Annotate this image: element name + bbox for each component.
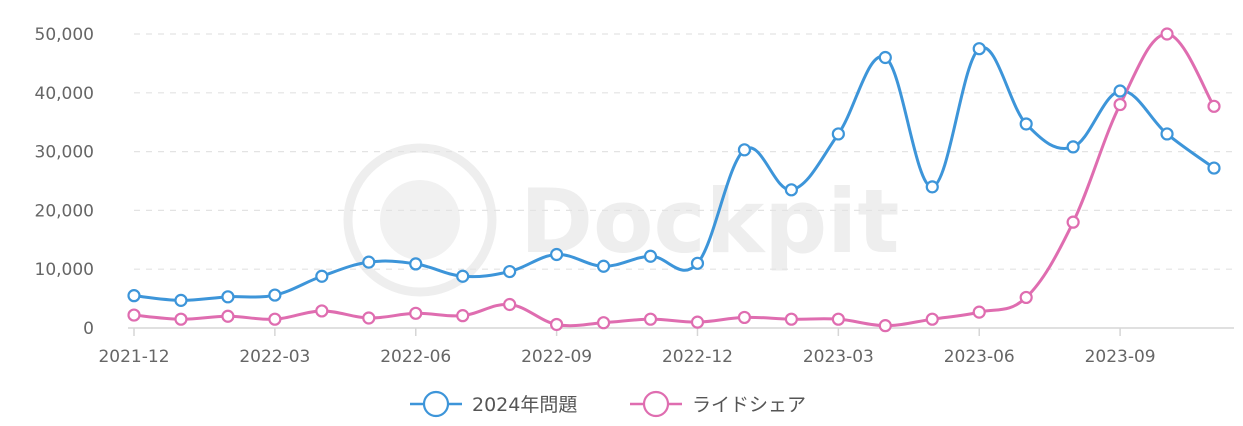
data-point[interactable] bbox=[1113, 84, 1127, 98]
x-tick-label: 2023-03 bbox=[803, 347, 874, 367]
data-point[interactable] bbox=[1066, 140, 1080, 154]
legend-label-2[interactable]: ライドシェア bbox=[692, 394, 806, 416]
data-point[interactable] bbox=[643, 249, 658, 263]
data-point[interactable] bbox=[127, 308, 141, 322]
data-point[interactable] bbox=[831, 312, 845, 326]
data-point[interactable] bbox=[1066, 215, 1080, 229]
y-tick-label: 30,000 bbox=[35, 143, 94, 163]
watermark-logo-core bbox=[380, 180, 460, 260]
y-tick-label: 40,000 bbox=[35, 84, 94, 104]
data-point[interactable] bbox=[737, 310, 752, 325]
data-point[interactable] bbox=[503, 264, 517, 279]
y-tick-label: 0 bbox=[83, 319, 94, 339]
data-point[interactable] bbox=[925, 180, 939, 194]
watermark: Dockpit bbox=[343, 143, 899, 297]
data-point[interactable] bbox=[1207, 99, 1221, 113]
x-tick-label: 2022-06 bbox=[380, 347, 451, 367]
data-point[interactable] bbox=[268, 312, 282, 326]
data-point[interactable] bbox=[315, 304, 329, 318]
data-point[interactable] bbox=[690, 315, 705, 329]
data-point[interactable] bbox=[362, 311, 376, 325]
data-point[interactable] bbox=[362, 255, 376, 269]
grid bbox=[134, 33, 1234, 270]
data-point[interactable] bbox=[127, 289, 141, 303]
data-point[interactable] bbox=[174, 312, 188, 326]
data-point[interactable] bbox=[550, 247, 564, 262]
data-point[interactable] bbox=[409, 257, 423, 271]
data-point[interactable] bbox=[1160, 27, 1174, 41]
data-point[interactable] bbox=[268, 288, 282, 302]
data-point[interactable] bbox=[737, 143, 752, 157]
data-point[interactable] bbox=[456, 309, 470, 323]
data-point[interactable] bbox=[550, 317, 564, 332]
data-point[interactable] bbox=[878, 50, 892, 65]
data-point[interactable] bbox=[174, 293, 188, 307]
data-point[interactable] bbox=[972, 42, 986, 56]
data-point[interactable] bbox=[831, 127, 845, 141]
series-points bbox=[127, 27, 1221, 333]
x-tick-label: 2022-12 bbox=[662, 347, 733, 367]
data-point[interactable] bbox=[1113, 97, 1127, 112]
data-point[interactable] bbox=[409, 306, 423, 320]
y-tick-label: 10,000 bbox=[35, 260, 94, 280]
data-point[interactable] bbox=[690, 256, 705, 270]
data-point[interactable] bbox=[878, 319, 892, 333]
x-tick-label: 2022-03 bbox=[239, 347, 310, 367]
data-point[interactable] bbox=[596, 316, 611, 330]
data-point[interactable] bbox=[221, 290, 235, 304]
x-tick-label: 2023-09 bbox=[1085, 347, 1156, 367]
data-point[interactable] bbox=[925, 312, 939, 326]
y-axis-ticks: 0 10,000 20,000 30,000 40,000 50,000 bbox=[35, 25, 94, 339]
data-point[interactable] bbox=[1160, 127, 1174, 141]
x-tick-label: 2022-09 bbox=[521, 347, 592, 367]
legend-marker-1[interactable] bbox=[422, 390, 450, 418]
data-point[interactable] bbox=[456, 269, 470, 283]
watermark-text: Dockpit bbox=[520, 170, 899, 273]
data-point[interactable] bbox=[315, 269, 329, 283]
y-tick-label: 50,000 bbox=[35, 25, 94, 45]
data-point[interactable] bbox=[596, 259, 611, 273]
data-point[interactable] bbox=[221, 309, 235, 323]
data-point[interactable] bbox=[1019, 117, 1033, 131]
data-point[interactable] bbox=[784, 312, 798, 326]
data-point[interactable] bbox=[972, 305, 986, 319]
data-point[interactable] bbox=[643, 312, 658, 326]
x-tick-label: 2021-12 bbox=[98, 347, 169, 367]
x-tick-label: 2023-06 bbox=[944, 347, 1015, 367]
data-point[interactable] bbox=[1207, 161, 1221, 175]
y-tick-label: 20,000 bbox=[35, 201, 94, 221]
data-point[interactable] bbox=[1019, 290, 1033, 305]
x-axis-ticks: 2021-12 2022-03 2022-06 2022-09 2022-12 2023-… bbox=[98, 328, 1156, 367]
legend-marker-2[interactable] bbox=[642, 390, 670, 418]
legend-label-1[interactable]: 2024年問題 bbox=[472, 394, 577, 416]
watermark-logo-ring bbox=[343, 143, 497, 297]
legend: 2024年問題 ライドシェア bbox=[410, 390, 806, 418]
data-point[interactable] bbox=[503, 297, 517, 312]
data-point[interactable] bbox=[784, 183, 798, 197]
